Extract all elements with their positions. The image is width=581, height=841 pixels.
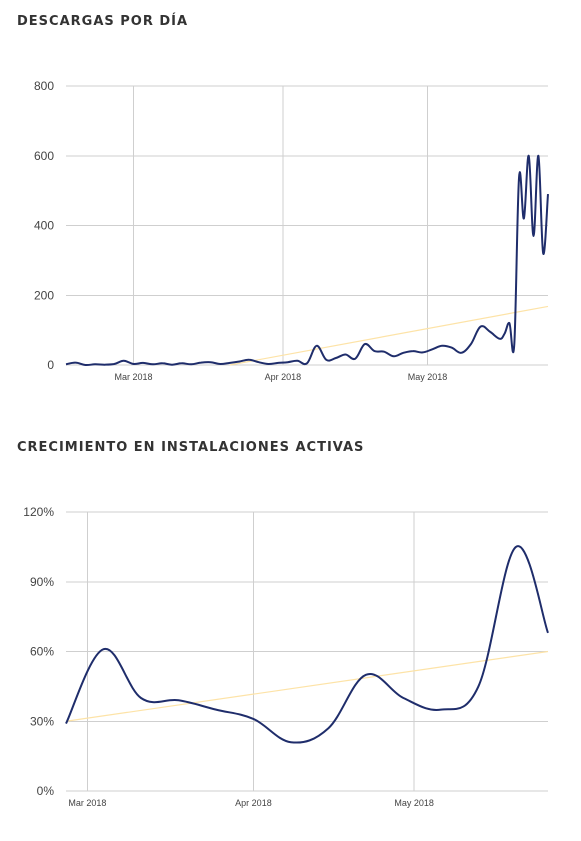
y-tick-label: 800 bbox=[34, 79, 54, 93]
y-tick-label: 0 bbox=[47, 358, 54, 372]
trend-line bbox=[229, 305, 549, 366]
series-line bbox=[65, 545, 549, 744]
y-tick-label: 200 bbox=[34, 288, 54, 302]
y-tick-label: 0% bbox=[37, 784, 55, 798]
x-tick-label: Apr 2018 bbox=[235, 798, 272, 808]
x-tick-label: May 2018 bbox=[394, 798, 434, 808]
section-title-downloads: DESCARGAS POR DÍA bbox=[17, 14, 189, 29]
trend-line bbox=[65, 650, 549, 722]
y-tick-label: 90% bbox=[30, 575, 54, 589]
x-tick-label: May 2018 bbox=[408, 372, 448, 382]
section-title-active-installs: CRECIMIENTO EN INSTALACIONES ACTIVAS bbox=[17, 440, 365, 455]
x-tick-label: Mar 2018 bbox=[114, 372, 152, 382]
x-tick-label: Mar 2018 bbox=[68, 798, 106, 808]
x-tick-label: Apr 2018 bbox=[265, 372, 302, 382]
y-tick-label: 60% bbox=[30, 645, 54, 659]
y-tick-label: 120% bbox=[23, 505, 54, 519]
downloads-chart: 0 200 400 600 800 Mar 2018 Apr 2018 May 2018 bbox=[34, 79, 549, 382]
y-tick-label: 30% bbox=[30, 714, 54, 728]
series-line bbox=[65, 154, 549, 367]
y-tick-label: 600 bbox=[34, 149, 54, 163]
active-installs-chart: 0% 30% 60% 90% 120% Mar 2018 Apr 2018 May 2018 bbox=[23, 505, 549, 808]
y-tick-label: 400 bbox=[34, 219, 54, 233]
